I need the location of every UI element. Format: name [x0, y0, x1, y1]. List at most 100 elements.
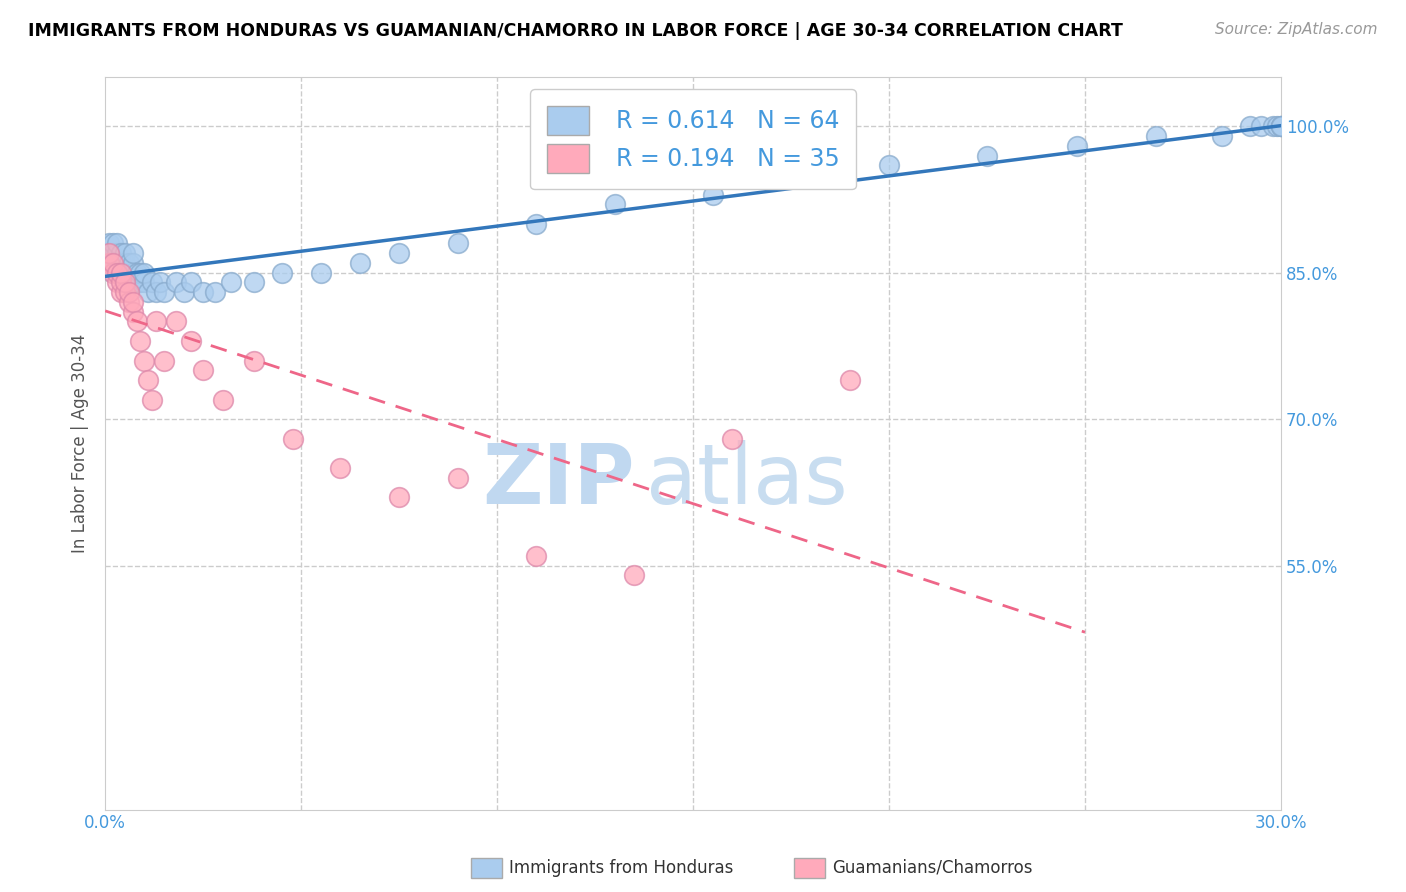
Point: [101, 256, 124, 270]
Point: [877, 158, 900, 172]
Text: Guamanians/Chamorros: Guamanians/Chamorros: [832, 859, 1033, 877]
Point: [110, 266, 132, 280]
Point: [153, 285, 176, 300]
Point: [349, 256, 371, 270]
Point: [204, 285, 226, 300]
Point: [141, 276, 163, 290]
Point: [110, 285, 132, 300]
Point: [243, 353, 266, 368]
Point: [219, 276, 242, 290]
Point: [838, 373, 860, 387]
Point: [101, 256, 124, 270]
Point: [101, 246, 124, 260]
Point: [101, 236, 124, 251]
Point: [125, 266, 148, 280]
Point: [153, 353, 176, 368]
Point: [110, 256, 132, 270]
Point: [524, 217, 547, 231]
Point: [180, 276, 202, 290]
Point: [134, 353, 156, 368]
Point: [165, 276, 187, 290]
Point: [114, 276, 136, 290]
Point: [149, 276, 172, 290]
Point: [98, 246, 121, 260]
Point: [110, 266, 132, 280]
Point: [447, 470, 470, 484]
Point: [105, 276, 128, 290]
Point: [603, 197, 626, 211]
Text: ZIP: ZIP: [482, 440, 634, 521]
Point: [114, 246, 136, 260]
Legend:   R = 0.614   N = 64,   R = 0.194   N = 35: R = 0.614 N = 64, R = 0.194 N = 35: [530, 89, 856, 189]
Point: [125, 314, 148, 328]
Point: [1066, 138, 1088, 153]
Point: [283, 432, 305, 446]
Point: [98, 236, 121, 251]
Point: [105, 256, 128, 270]
Text: Source: ZipAtlas.com: Source: ZipAtlas.com: [1215, 22, 1378, 37]
Point: [98, 256, 121, 270]
Point: [121, 246, 143, 260]
Point: [114, 256, 136, 270]
Point: [134, 276, 156, 290]
Point: [129, 334, 152, 348]
Point: [114, 285, 136, 300]
Point: [105, 266, 128, 280]
Point: [101, 266, 124, 280]
Point: [105, 236, 128, 251]
Point: [243, 276, 266, 290]
Point: [141, 392, 163, 407]
Point: [193, 285, 215, 300]
Point: [129, 276, 152, 290]
Point: [792, 168, 814, 182]
Point: [101, 256, 124, 270]
Point: [118, 266, 141, 280]
Point: [129, 266, 152, 280]
Point: [110, 246, 132, 260]
Point: [1239, 120, 1261, 134]
Point: [1211, 128, 1233, 143]
Point: [145, 314, 167, 328]
Point: [1270, 120, 1292, 134]
Point: [388, 246, 411, 260]
Point: [329, 461, 352, 475]
Point: [121, 256, 143, 270]
Y-axis label: In Labor Force | Age 30-34: In Labor Force | Age 30-34: [72, 334, 89, 553]
Point: [173, 285, 195, 300]
Point: [121, 304, 143, 318]
Point: [388, 490, 411, 504]
Point: [447, 236, 470, 251]
Text: atlas: atlas: [645, 440, 848, 521]
Point: [1265, 120, 1288, 134]
Point: [121, 266, 143, 280]
Point: [1270, 120, 1292, 134]
Point: [136, 285, 159, 300]
Point: [118, 295, 141, 310]
Point: [118, 256, 141, 270]
Point: [1261, 120, 1284, 134]
Point: [309, 266, 332, 280]
Point: [125, 276, 148, 290]
Point: [702, 187, 724, 202]
Point: [211, 392, 233, 407]
Point: [134, 266, 156, 280]
Point: [193, 363, 215, 377]
Point: [105, 246, 128, 260]
Point: [98, 256, 121, 270]
Point: [721, 432, 744, 446]
Point: [524, 549, 547, 563]
Point: [105, 256, 128, 270]
Point: [118, 285, 141, 300]
Point: [118, 276, 141, 290]
Point: [136, 373, 159, 387]
Point: [114, 266, 136, 280]
Text: Immigrants from Honduras: Immigrants from Honduras: [509, 859, 734, 877]
Text: IMMIGRANTS FROM HONDURAS VS GUAMANIAN/CHAMORRO IN LABOR FORCE | AGE 30-34 CORREL: IMMIGRANTS FROM HONDURAS VS GUAMANIAN/CH…: [28, 22, 1123, 40]
Point: [110, 276, 132, 290]
Point: [165, 314, 187, 328]
Point: [623, 568, 645, 582]
Point: [180, 334, 202, 348]
Point: [98, 246, 121, 260]
Point: [145, 285, 167, 300]
Point: [105, 266, 128, 280]
